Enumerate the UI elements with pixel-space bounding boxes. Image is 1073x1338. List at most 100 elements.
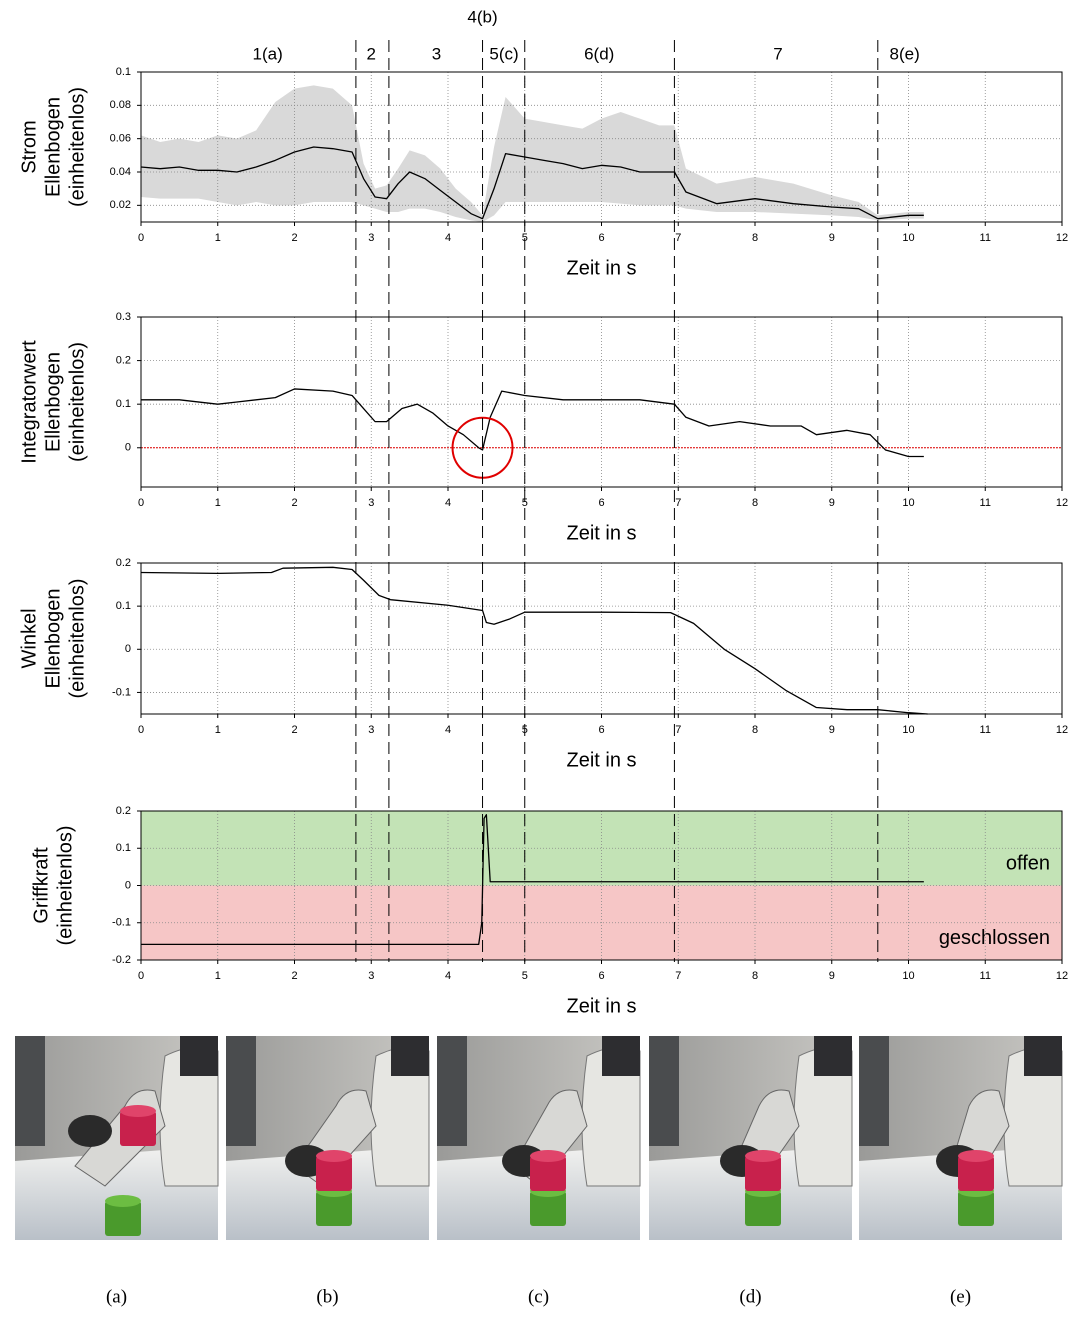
x-tick-label: 0 xyxy=(138,497,144,509)
y-tick-label: 0 xyxy=(125,879,131,891)
x-tick-label: 0 xyxy=(138,232,144,244)
x-tick-label: 8 xyxy=(752,970,758,982)
photo xyxy=(15,1036,218,1240)
x-tick-label: 1 xyxy=(215,970,221,982)
x-tick-label: 8 xyxy=(752,724,758,736)
y-axis-label: Strom xyxy=(18,120,40,173)
x-tick-label: 3 xyxy=(368,724,374,736)
photo-caption: (d) xyxy=(739,1286,761,1307)
y-tick-label: 0.1 xyxy=(116,600,131,612)
x-tick-label: 4 xyxy=(445,724,451,736)
x-tick-label: 6 xyxy=(598,232,604,244)
y-axis-label: (einheitenlos) xyxy=(66,578,88,698)
y-axis-label: (einheitenlos) xyxy=(54,825,76,945)
photo-window xyxy=(15,1036,45,1146)
y-axis-label: (einheitenlos) xyxy=(66,342,88,462)
y-tick-label: 0.2 xyxy=(116,805,131,817)
x-axis-label: Zeit in s xyxy=(566,257,636,279)
photo-robot-head xyxy=(391,1036,429,1076)
y-tick-label: 0.04 xyxy=(110,166,131,178)
photo-robot-head xyxy=(180,1036,218,1076)
x-tick-label: 0 xyxy=(138,724,144,736)
photo-window xyxy=(859,1036,889,1146)
photo-window xyxy=(649,1036,679,1146)
photo xyxy=(226,1036,429,1240)
x-tick-label: 11 xyxy=(980,497,991,509)
y-axis-label: (einheitenlos) xyxy=(66,87,88,207)
x-tick-label: 8 xyxy=(752,232,758,244)
x-tick-label: 1 xyxy=(215,232,221,244)
x-tick-label: 8 xyxy=(752,497,758,509)
x-tick-label: 0 xyxy=(138,970,144,982)
x-tick-label: 9 xyxy=(829,724,835,736)
y-tick-label: 0.3 xyxy=(116,311,131,323)
phase-label: 5(c) xyxy=(489,44,518,63)
phase-label: 1(a) xyxy=(253,44,283,63)
range-band xyxy=(141,85,924,222)
x-axis-label: Zeit in s xyxy=(566,522,636,544)
x-tick-label: 7 xyxy=(675,232,681,244)
x-tick-label: 10 xyxy=(902,724,914,736)
x-tick-label: 2 xyxy=(291,232,297,244)
x-tick-label: 11 xyxy=(980,970,991,982)
x-tick-label: 9 xyxy=(829,497,835,509)
phase-label: 6(d) xyxy=(584,44,614,63)
y-tick-label: 0.08 xyxy=(110,99,131,111)
y-axis-label: Ellenbogen xyxy=(42,352,64,452)
photo xyxy=(859,1036,1062,1240)
x-tick-label: 12 xyxy=(1056,497,1068,509)
y-tick-label: 0.2 xyxy=(116,354,131,366)
photo-red-top xyxy=(316,1150,352,1162)
x-tick-label: 12 xyxy=(1056,232,1068,244)
y-tick-label: 0.1 xyxy=(116,398,131,410)
y-tick-label: 0.2 xyxy=(116,557,131,569)
x-axis-label: Zeit in s xyxy=(566,995,636,1017)
y-axis-label: Griffkraft xyxy=(30,847,52,924)
x-tick-label: 3 xyxy=(368,970,374,982)
data-line xyxy=(141,567,928,714)
x-tick-label: 3 xyxy=(368,497,374,509)
x-tick-label: 6 xyxy=(598,724,604,736)
x-tick-label: 9 xyxy=(829,970,835,982)
photo-window xyxy=(226,1036,256,1146)
photo-caption: (e) xyxy=(950,1286,971,1307)
x-tick-label: 10 xyxy=(902,970,914,982)
photo-green-top xyxy=(105,1195,141,1207)
x-tick-label: 10 xyxy=(902,232,914,244)
phase-label: 3 xyxy=(432,44,441,63)
region-label: offen xyxy=(1006,853,1050,875)
y-axis-label: Winkel xyxy=(18,608,40,668)
photo xyxy=(649,1036,852,1240)
y-tick-label: 0.1 xyxy=(116,842,131,854)
y-axis-label: Ellenbogen xyxy=(42,588,64,688)
phase-label: 2 xyxy=(367,44,376,63)
y-tick-label: 0.02 xyxy=(110,199,131,211)
photo-caption: (c) xyxy=(528,1286,549,1307)
x-tick-label: 12 xyxy=(1056,724,1068,736)
y-axis-label: Integratorwert xyxy=(18,340,40,464)
x-tick-label: 4 xyxy=(445,232,451,244)
photo-red-top xyxy=(958,1150,994,1162)
y-tick-label: -0.1 xyxy=(112,917,131,929)
photo-caption: (a) xyxy=(106,1286,127,1307)
x-tick-label: 7 xyxy=(675,970,681,982)
x-tick-label: 2 xyxy=(291,724,297,736)
y-tick-label: 0 xyxy=(125,442,131,454)
x-tick-label: 6 xyxy=(598,497,604,509)
x-axis-label: Zeit in s xyxy=(566,749,636,771)
photo-robot-head xyxy=(1024,1036,1062,1076)
x-tick-label: 11 xyxy=(980,232,991,244)
photo-hand xyxy=(68,1115,112,1147)
y-tick-label: -0.2 xyxy=(112,954,131,966)
x-tick-label: 7 xyxy=(675,724,681,736)
x-tick-label: 2 xyxy=(291,970,297,982)
data-line xyxy=(141,389,924,457)
x-tick-label: 1 xyxy=(215,724,221,736)
y-tick-label: -0.1 xyxy=(112,686,131,698)
page: 0.020.040.060.080.10123456789101112Zeit … xyxy=(0,0,1073,1338)
y-axis-label: Ellenbogen xyxy=(42,97,64,197)
x-tick-label: 9 xyxy=(829,232,835,244)
x-tick-label: 7 xyxy=(675,497,681,509)
figure: 0.020.040.060.080.10123456789101112Zeit … xyxy=(0,0,1073,1338)
photo-robot-head xyxy=(602,1036,640,1076)
